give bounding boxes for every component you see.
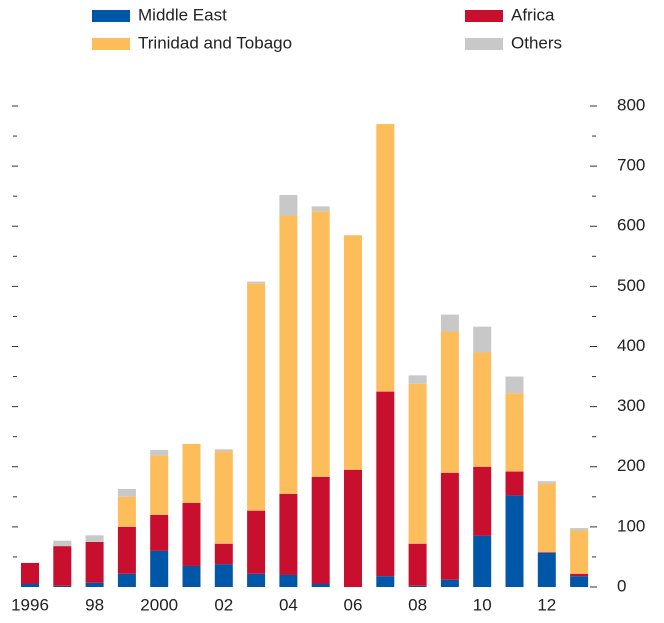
x-tick-label: 06	[344, 595, 363, 614]
bar-segment	[570, 573, 589, 577]
bar-segment	[214, 564, 233, 587]
bar-segment	[537, 481, 556, 484]
bar-segment	[440, 579, 459, 587]
x-tick-label: 2000	[140, 595, 178, 614]
bar-segment	[311, 476, 330, 584]
bar-segment	[150, 455, 169, 515]
bar-segment	[279, 194, 298, 217]
x-tick-label: 08	[408, 595, 427, 614]
bar-segment	[247, 510, 266, 574]
bar-segment	[408, 543, 427, 586]
bar-segment	[473, 352, 492, 467]
bar-segment	[505, 393, 524, 472]
bar-segment	[85, 535, 104, 542]
bar-segment	[53, 540, 72, 547]
bar-segment	[53, 546, 72, 586]
x-tick-label: 1996	[11, 595, 49, 614]
bar-segment	[311, 211, 330, 477]
bar-segment	[279, 216, 298, 494]
y-tick-label: 700	[617, 156, 645, 175]
x-tick-label: 10	[473, 595, 492, 614]
bar-segment	[376, 391, 395, 577]
bar-segment	[505, 471, 524, 496]
bar-segment	[247, 573, 266, 587]
bar-segment	[473, 466, 492, 536]
bar-segment	[505, 495, 524, 587]
bar-segment	[311, 583, 330, 587]
bar-segment	[570, 528, 589, 531]
bar-segment	[376, 124, 395, 392]
bar-segment	[117, 496, 136, 527]
bar-segment	[376, 576, 395, 587]
bar-segment	[408, 383, 427, 544]
y-tick-label: 300	[617, 396, 645, 415]
bar-segment	[279, 493, 298, 575]
legend-label: Africa	[511, 5, 555, 24]
bar-segment	[182, 565, 201, 587]
bar-segment	[344, 235, 362, 470]
bar-segment	[150, 550, 169, 587]
legend-label: Trinidad and Tobago	[138, 33, 292, 52]
bar-segment	[150, 449, 169, 456]
x-tick-label: 04	[279, 595, 298, 614]
bar-segment	[473, 326, 492, 353]
legend-swatch	[465, 38, 503, 50]
x-tick-label: 02	[214, 595, 233, 614]
bar-segment	[473, 535, 492, 587]
bar-segment	[311, 206, 330, 212]
y-tick-label: 100	[617, 516, 645, 535]
bar-segment	[440, 331, 459, 473]
bar-segment	[21, 583, 39, 587]
y-tick-label: 200	[617, 456, 645, 475]
bar-segment	[214, 449, 233, 452]
bar-segment	[408, 375, 427, 384]
bar-segment	[344, 469, 362, 587]
bar-segment	[85, 541, 104, 583]
bar-segment	[440, 314, 459, 332]
x-tick-label: 98	[85, 595, 104, 614]
legend-swatch	[92, 38, 130, 50]
bar-segment	[182, 443, 201, 503]
bar-segment	[247, 283, 266, 511]
bar-segment	[408, 585, 427, 587]
legend-swatch	[92, 10, 130, 22]
bar-segment	[279, 574, 298, 587]
legend-label: Others	[511, 33, 562, 52]
y-tick-label: 500	[617, 276, 645, 295]
bar-segment	[570, 530, 589, 574]
bar-segment	[21, 562, 39, 584]
bar-segment	[537, 552, 556, 587]
bar-segment	[117, 488, 136, 497]
y-tick-label: 400	[617, 336, 645, 355]
bar-segment	[117, 573, 136, 587]
bar-segment	[570, 576, 589, 587]
bar-segment	[440, 472, 459, 580]
y-tick-label: 0	[617, 576, 626, 595]
y-tick-label: 600	[617, 216, 645, 235]
bar-segment	[53, 585, 72, 587]
legend-label: Middle East	[138, 5, 227, 24]
bar-segment	[150, 514, 169, 551]
bar-segment	[537, 483, 556, 553]
bar-segment	[505, 376, 524, 394]
bar-segment	[214, 451, 233, 544]
legend-swatch	[465, 10, 503, 22]
bar-segment	[85, 582, 104, 587]
bar-segment	[247, 281, 266, 284]
bar-segment	[117, 526, 136, 574]
bar-segment	[214, 543, 233, 565]
bar-segment	[537, 552, 556, 553]
bar-segment	[182, 502, 201, 566]
y-tick-label: 800	[617, 95, 645, 114]
x-tick-label: 12	[537, 595, 556, 614]
